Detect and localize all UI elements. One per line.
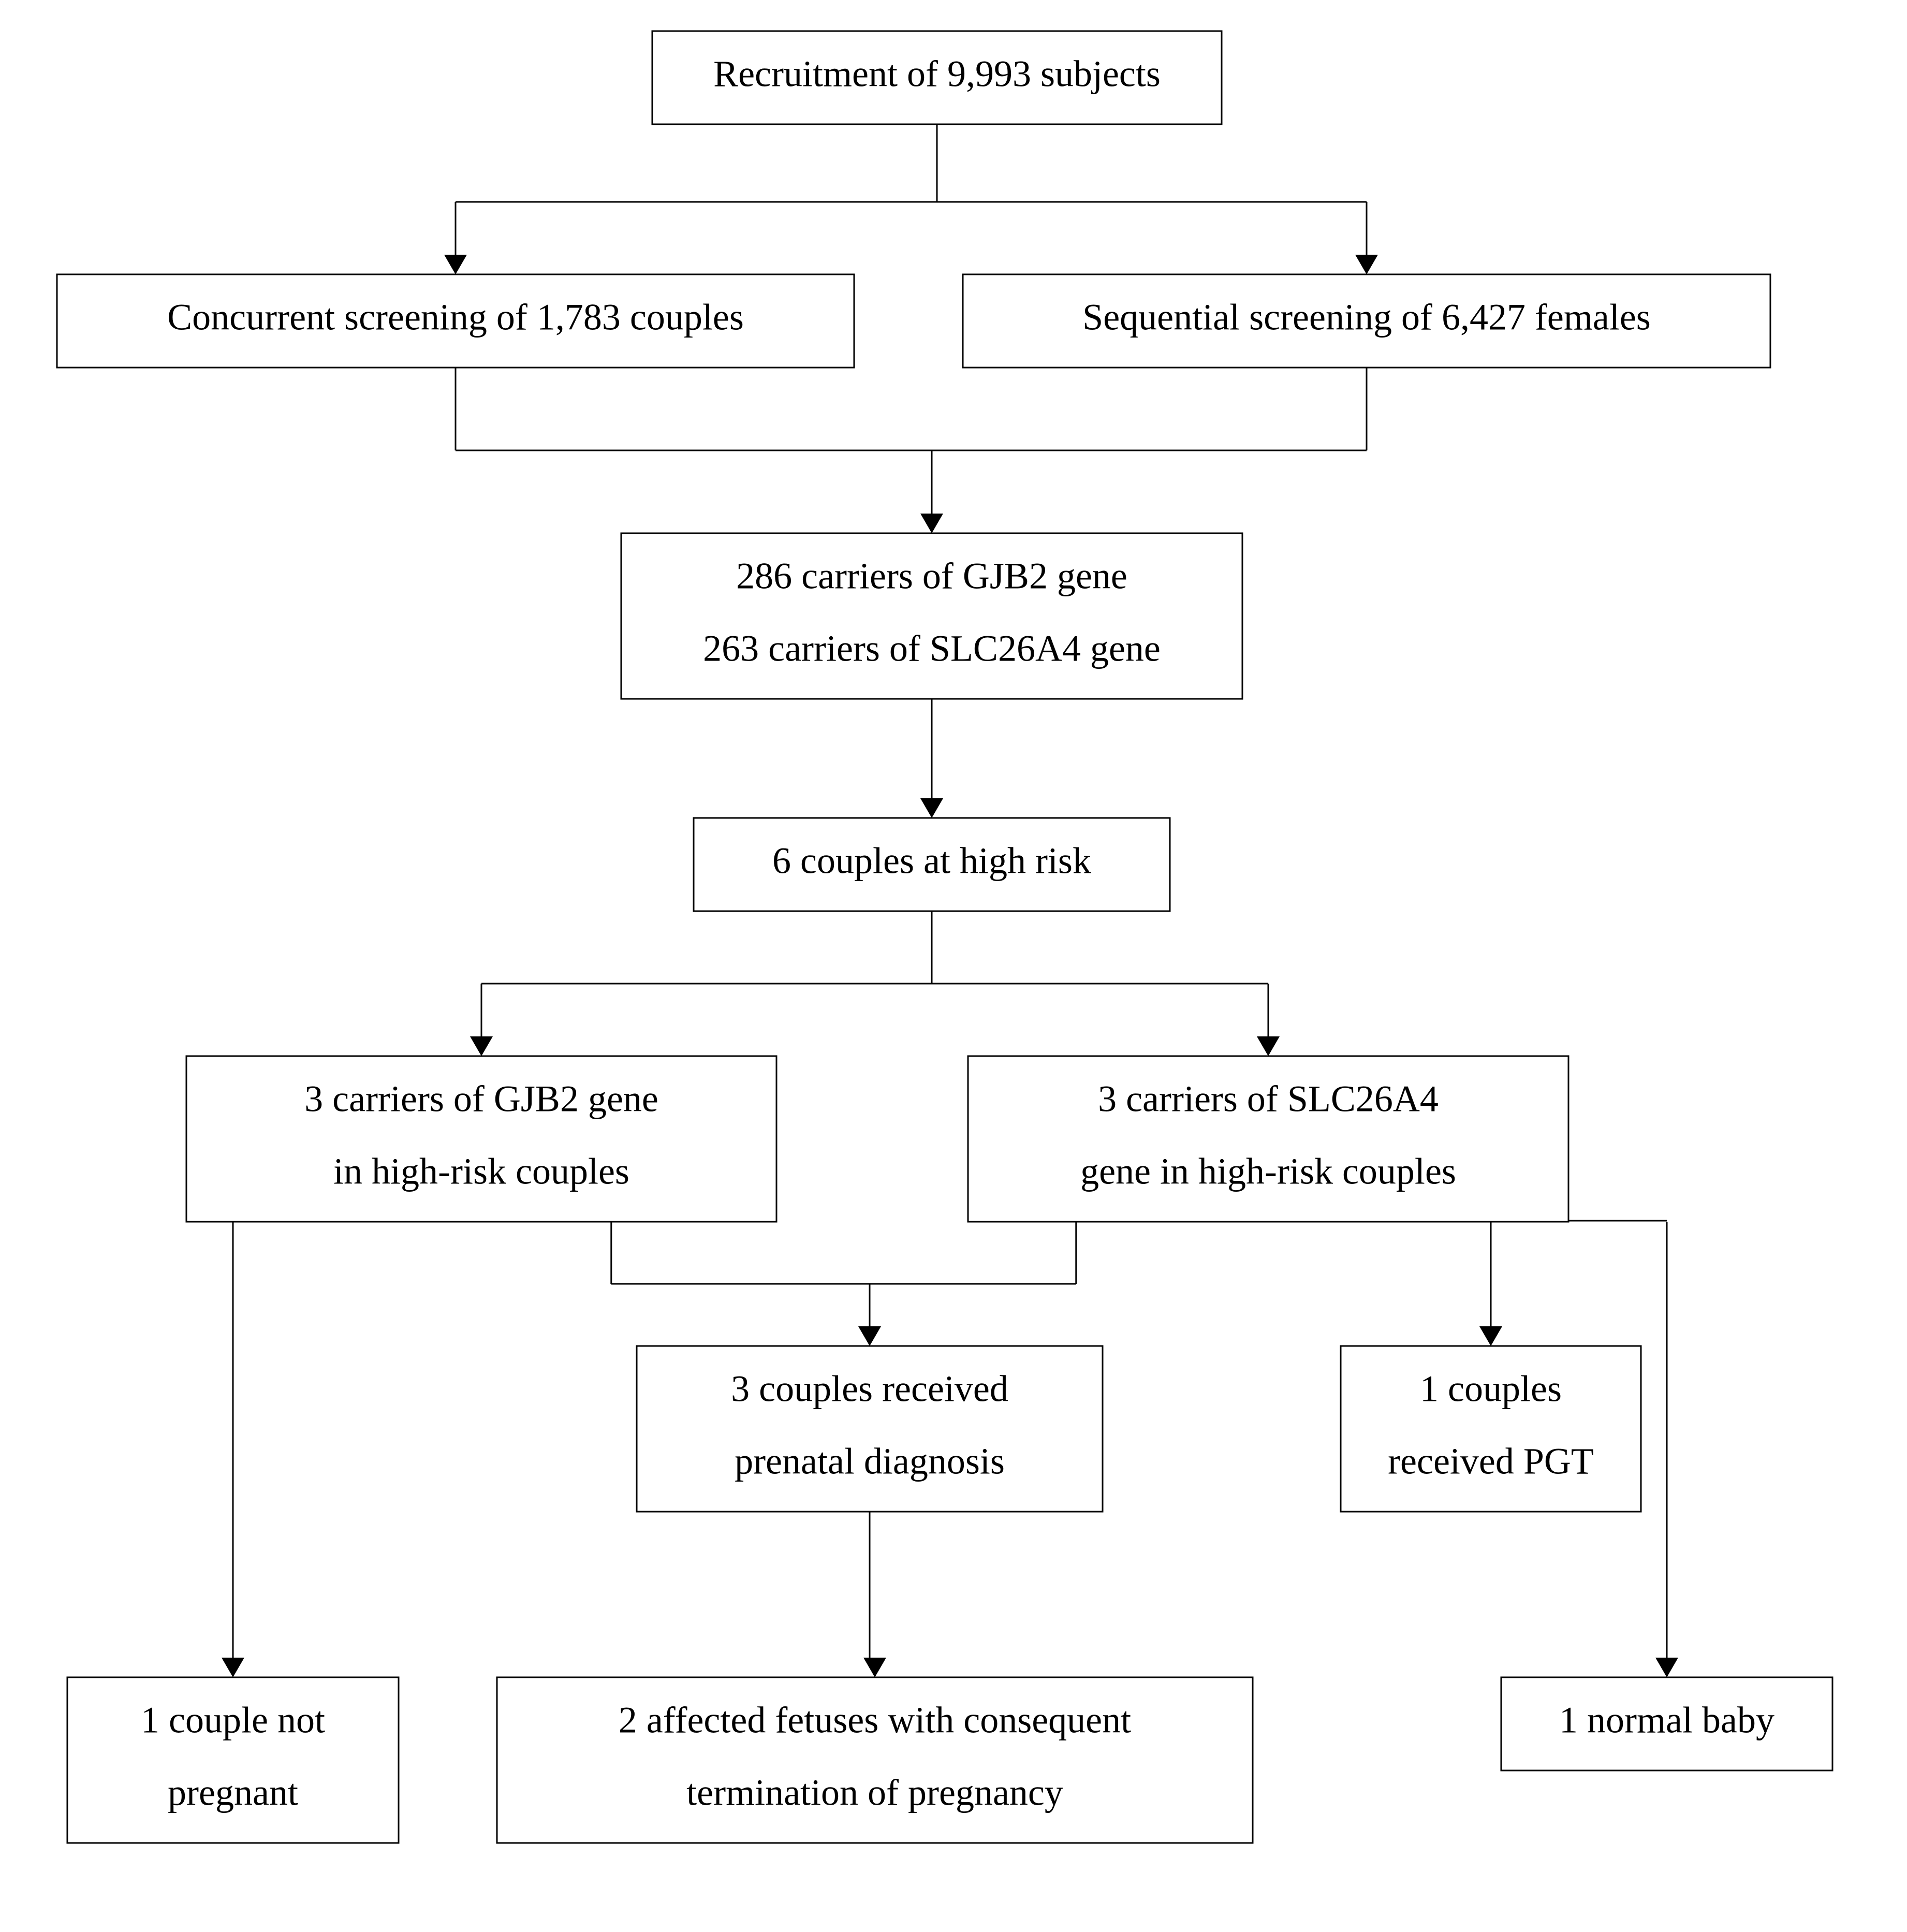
node-text: 286 carriers of GJB2 gene: [736, 555, 1127, 596]
flowchart-node-n7c: 1 normal baby: [1501, 1677, 1832, 1770]
node-text: 1 normal baby: [1559, 1700, 1774, 1741]
flowchart-node-n6c: 1 couples received PGT: [1341, 1346, 1641, 1512]
node-text: received PGT: [1388, 1441, 1594, 1482]
node-text: gene in high-risk couples: [1080, 1151, 1456, 1192]
node-text: 3 carriers of SLC26A4: [1098, 1078, 1439, 1119]
node-text: termination of pregnancy: [686, 1772, 1063, 1813]
flowchart-container: Recruitment of 9,993 subjects Concurrent …: [0, 0, 1907, 1932]
flowchart-node-n4: 6 couples at high risk: [694, 818, 1170, 911]
arrowhead-icon: [863, 1658, 886, 1677]
flowchart-node-n7b: 2 affected fetuses with consequent termin…: [497, 1677, 1253, 1843]
connector: [611, 1222, 1076, 1326]
node-text: 2 affected fetuses with consequent: [619, 1699, 1131, 1740]
flowchart-node-n5a: 3 carriers of GJB2 gene in high-risk coup…: [186, 1056, 776, 1222]
node-text: 6 couples at high risk: [772, 840, 1091, 882]
node-text: 1 couples: [1420, 1368, 1562, 1409]
flowchart-node-n2b: Sequential screening of 6,427 females: [963, 274, 1770, 368]
arrowhead-icon: [1479, 1326, 1502, 1346]
arrowhead-icon: [470, 1036, 493, 1056]
flowchart-svg: Recruitment of 9,993 subjects Concurrent …: [0, 0, 1907, 1932]
node-text: in high-risk couples: [333, 1151, 629, 1192]
node-text: Recruitment of 9,993 subjects: [713, 53, 1161, 95]
connector: [456, 368, 1367, 514]
arrowhead-icon: [1355, 255, 1378, 274]
node-text: 3 couples received: [731, 1368, 1008, 1409]
arrowhead-icon: [1257, 1036, 1280, 1056]
node-text: 1 couple not: [141, 1699, 325, 1740]
flowchart-node-n2a: Concurrent screening of 1,783 couples: [57, 274, 854, 368]
flowchart-node-n7a: 1 couple not pregnant: [67, 1677, 399, 1843]
flowchart-node-n5b: 3 carriers of SLC26A4 gene in high-risk c…: [968, 1056, 1568, 1222]
node-text: Concurrent screening of 1,783 couples: [167, 297, 744, 338]
arrowhead-icon: [222, 1658, 244, 1677]
flowchart-node-n6b: 3 couples received prenatal diagnosis: [637, 1346, 1103, 1512]
arrowhead-icon: [1655, 1658, 1678, 1677]
node-text: 3 carriers of GJB2 gene: [304, 1078, 658, 1119]
flowchart-node-n3: 286 carriers of GJB2 gene 263 carriers of…: [621, 533, 1242, 699]
node-text: Sequential screening of 6,427 females: [1082, 297, 1651, 338]
connector: [481, 911, 1268, 1036]
arrowhead-icon: [920, 798, 943, 818]
flowchart-node-n1: Recruitment of 9,993 subjects: [652, 31, 1222, 124]
node-text: prenatal diagnosis: [735, 1441, 1005, 1482]
arrowhead-icon: [920, 514, 943, 533]
connector: [456, 124, 1367, 255]
arrowhead-icon: [444, 255, 467, 274]
node-text: 263 carriers of SLC26A4 gene: [703, 628, 1161, 669]
arrowhead-icon: [858, 1326, 881, 1346]
node-text: pregnant: [168, 1772, 298, 1813]
